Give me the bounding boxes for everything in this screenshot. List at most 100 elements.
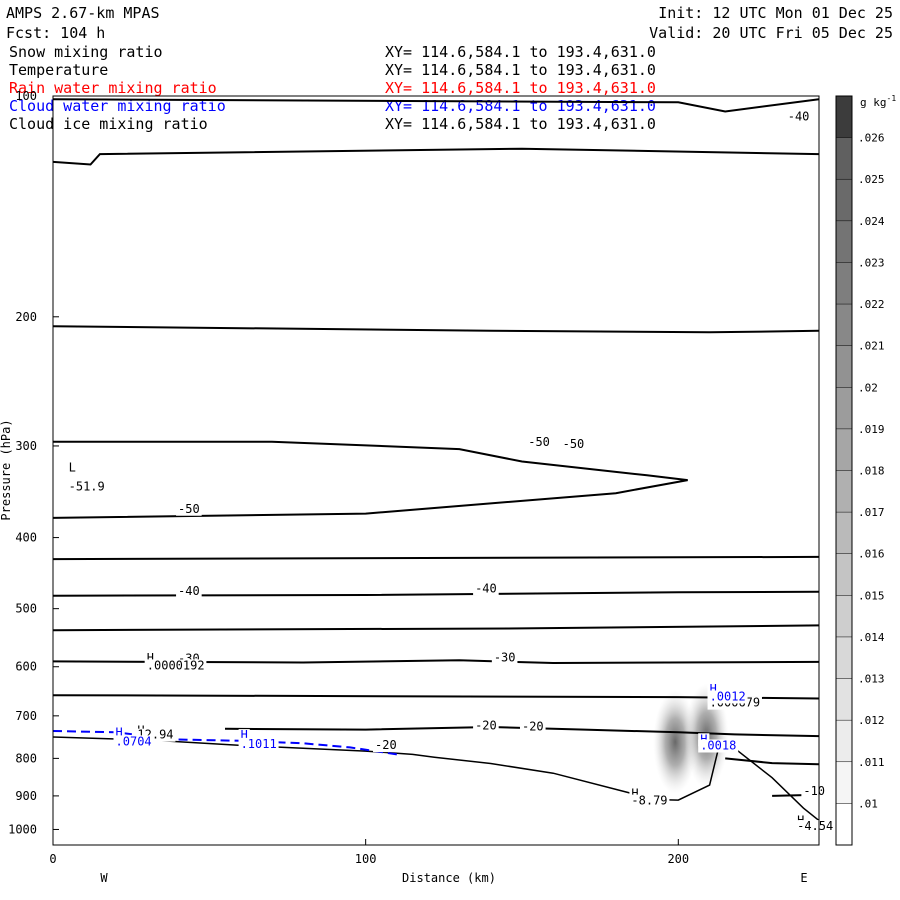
temperature-contour (725, 757, 819, 766)
cloud-water-label: .0704 (116, 734, 152, 748)
colorbar-swatch (836, 304, 852, 346)
cloud-water-label-bg (113, 735, 154, 749)
colorbar-level-label: .022 (858, 298, 885, 311)
legend-xy: XY= 114.6,584.1 to 193.4,631.0 (385, 61, 656, 79)
x-tick-label: 100 (355, 852, 377, 866)
extremum-label-bg (629, 794, 670, 808)
extremum-label: H (147, 651, 154, 665)
colorbar-level-label: .019 (858, 423, 885, 436)
west-label: W (100, 871, 108, 885)
temperature-contour (53, 694, 819, 700)
colorbar-swatch (836, 803, 852, 845)
cloud-water-label-bg (238, 729, 250, 743)
contour-value-label: -20 (475, 719, 497, 733)
extremum-label-bg (66, 461, 78, 475)
y-tick-label: 600 (15, 660, 37, 674)
colorbar-swatch (836, 387, 852, 429)
colorbar-level-label: .017 (858, 506, 885, 519)
extremum-label-bg (795, 820, 836, 834)
temperature-contour (53, 555, 819, 561)
cloud-water-label: .1011 (241, 737, 277, 751)
y-tick-label: 800 (15, 751, 37, 765)
cloud-water-label-bg (707, 683, 719, 697)
temperature-contour (224, 725, 819, 738)
y-tick-label: 500 (15, 602, 37, 616)
extremum-label: H (631, 787, 638, 801)
contour-value-label-bg (491, 651, 518, 665)
extremum-label-bg (144, 651, 156, 665)
colorbar-swatch (836, 220, 852, 263)
cloud-water-label: H (700, 732, 707, 746)
colorbar-swatch (836, 428, 852, 471)
y-tick-label: 200 (15, 310, 37, 324)
contour-value-label: -20 (522, 720, 544, 734)
extremum-label: -4.54 (797, 819, 833, 833)
x-tick-label: 0 (49, 852, 56, 866)
valid-time: Valid: 20 UTC Fri 05 Dec 25 (649, 24, 893, 42)
legend-xy: XY= 114.6,584.1 to 193.4,631.0 (385, 79, 656, 97)
x-tick-label: 200 (667, 852, 689, 866)
temperature-contour (53, 659, 819, 665)
legend-name: Temperature (9, 61, 108, 79)
legend-xy: XY= 114.6,584.1 to 193.4,631.0 (385, 115, 656, 133)
extremum-label-bg (66, 480, 107, 494)
contour-value-label: -40 (178, 584, 200, 598)
colorbar-swatch (836, 595, 852, 637)
legend-name: Cloud ice mixing ratio (9, 115, 208, 133)
legend-name: Rain water mixing ratio (9, 79, 217, 97)
cloud-water-label-bg (238, 737, 279, 751)
colorbar-level-label: .018 (858, 465, 885, 478)
colorbar-swatch (836, 636, 852, 679)
y-tick-label: 100 (15, 89, 37, 103)
temperature-contour (53, 325, 819, 334)
extremum-label-bg (629, 787, 641, 801)
contour-value-label: -50 (563, 437, 585, 451)
colorbar-swatch (836, 262, 852, 305)
colorbar-level-label: .013 (858, 673, 885, 686)
contour-value-label-bg (373, 739, 399, 753)
colorbar-swatch (836, 137, 852, 180)
legend-name: Cloud water mixing ratio (9, 97, 226, 115)
cloud-water-label: .0018 (700, 738, 736, 752)
cloud-water-label: H (241, 728, 248, 742)
temperature-contour (53, 147, 819, 166)
contour-value-label: -50 (178, 502, 200, 516)
contour-value-label: -10 (803, 784, 825, 798)
colorbar-level-label: .023 (858, 256, 885, 269)
colorbar-swatch (836, 553, 852, 596)
contour-value-label-bg (519, 720, 546, 734)
temperature-contour (53, 98, 819, 113)
colorbar-swatch (836, 96, 852, 138)
colorbar-swatch (836, 179, 852, 221)
colorbar-level-label: .024 (858, 215, 885, 228)
cloud-water-label-bg (707, 690, 748, 704)
colorbar-unit: g kg-1 (860, 94, 896, 109)
init-time: Init: 12 UTC Mon 01 Dec 25 (658, 4, 893, 22)
contour-value-label: -40 (788, 110, 810, 124)
contour-value-label: -30 (494, 650, 516, 664)
colorbar-swatch (836, 512, 852, 554)
extremum-label: -51.9 (69, 479, 105, 493)
y-tick-label: 400 (15, 531, 37, 545)
cloud-water-label-bg (113, 726, 125, 740)
colorbar: .01 .011 .012 .013 .014 .015 .016 .017 .018 .019.… (835, 95, 885, 846)
extremum-label-bg (144, 659, 207, 673)
colorbar-level-label: .015 (858, 589, 885, 602)
extremum-label: -8.79 (631, 794, 667, 808)
temperature-contour (53, 624, 819, 632)
colorbar-level-label: .025 (858, 173, 885, 186)
y-axis-label: Pressure (hPa) (0, 419, 13, 520)
colorbar-level-label: .011 (858, 756, 885, 769)
forecast-hour: Fcst: 104 h (6, 24, 105, 42)
contour-value-label: -20 (375, 738, 397, 752)
colorbar-level-label: .021 (858, 340, 885, 353)
y-tick-label: 900 (15, 789, 37, 803)
contour-value-label-bg (473, 582, 499, 596)
colorbar-swatch (836, 761, 852, 804)
colorbar-swatch (836, 678, 852, 721)
contour-value-label-bg (526, 435, 552, 449)
plot-frame (52, 95, 820, 846)
extremum-label: L (69, 460, 76, 474)
y-tick-label: 300 (15, 439, 37, 453)
